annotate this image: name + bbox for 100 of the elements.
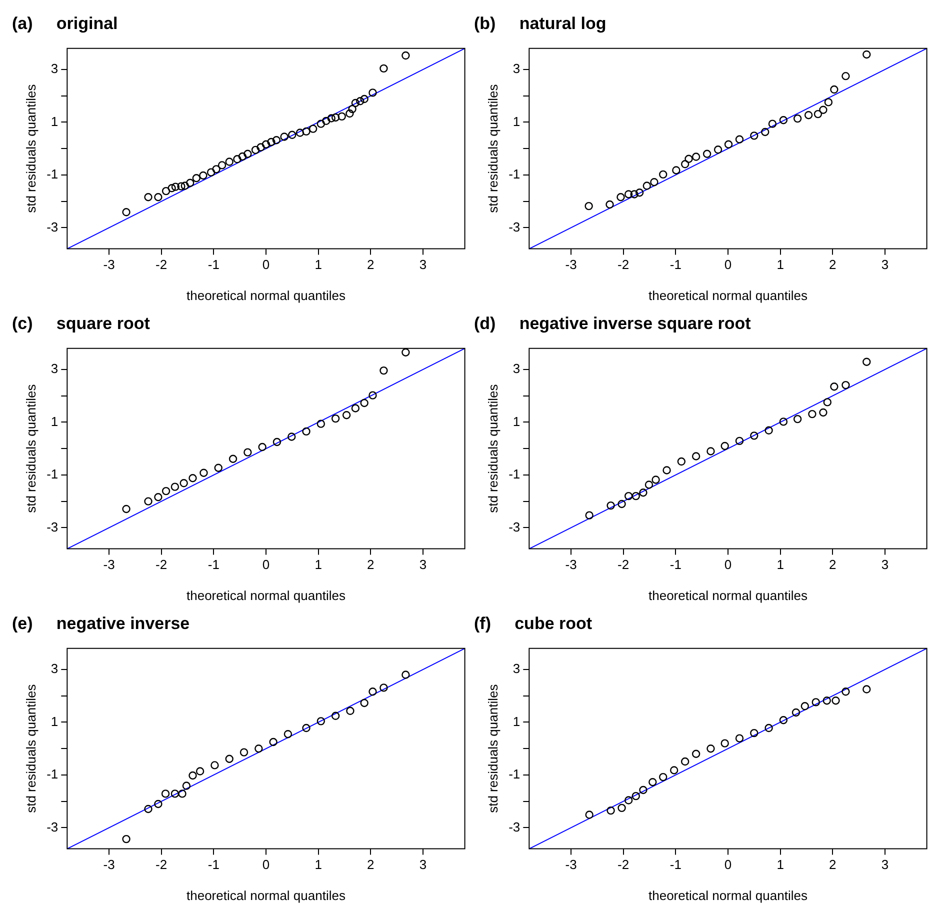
x-tick-label: -3 xyxy=(565,857,577,872)
point xyxy=(672,166,680,174)
point xyxy=(808,410,816,418)
x-axis-title: theoretical normal quantiles xyxy=(648,288,808,303)
x-tick-label: 2 xyxy=(829,557,836,572)
point xyxy=(692,452,700,460)
point xyxy=(692,750,700,758)
x-tick-label: 0 xyxy=(724,557,732,572)
point xyxy=(761,128,770,136)
point xyxy=(302,427,310,436)
x-tick-label: -2 xyxy=(618,857,630,872)
point xyxy=(624,492,633,500)
point xyxy=(642,182,651,190)
point xyxy=(272,136,281,144)
point xyxy=(720,739,729,748)
x-tick-label: 2 xyxy=(367,557,374,572)
point xyxy=(380,684,388,692)
point xyxy=(199,171,208,180)
point xyxy=(338,112,346,121)
x-tick-label: -1 xyxy=(670,257,682,272)
point xyxy=(206,168,216,176)
y-tick-label: 1 xyxy=(512,114,520,129)
x-tick-label: 1 xyxy=(776,257,784,272)
y-tick-label: -1 xyxy=(508,166,520,182)
x-tick-label: 3 xyxy=(419,257,427,272)
point xyxy=(639,488,648,497)
point xyxy=(296,128,304,137)
y-tick-label: -3 xyxy=(46,519,58,534)
point xyxy=(764,426,773,435)
point xyxy=(585,810,594,819)
point xyxy=(316,120,326,128)
point xyxy=(830,85,838,94)
point xyxy=(218,161,226,170)
point xyxy=(171,182,180,191)
point xyxy=(228,454,238,463)
y-tick-label: 1 xyxy=(50,414,58,429)
y-tick-label: 1 xyxy=(50,114,58,129)
point xyxy=(624,190,633,198)
point xyxy=(735,734,744,742)
point xyxy=(346,109,354,118)
point xyxy=(288,130,296,139)
point xyxy=(632,792,640,800)
y-tick-label: -3 xyxy=(508,819,520,834)
point xyxy=(162,186,170,196)
point xyxy=(188,474,197,482)
point xyxy=(750,432,758,440)
point xyxy=(779,418,788,426)
y-tick-label: -3 xyxy=(46,219,58,234)
point xyxy=(606,200,614,209)
y-tick-label: -1 xyxy=(508,766,520,782)
point xyxy=(862,358,871,366)
point xyxy=(768,120,777,128)
point xyxy=(779,116,788,124)
point xyxy=(351,98,360,108)
x-tick-label: -3 xyxy=(103,257,115,272)
point xyxy=(182,782,191,790)
point xyxy=(684,154,693,163)
point xyxy=(606,501,615,510)
x-tick-label: -2 xyxy=(156,857,168,872)
point xyxy=(706,447,715,456)
x-tick-label: 2 xyxy=(367,257,374,272)
x-tick-label: -3 xyxy=(103,857,115,872)
x-axis-title: theoretical normal quantiles xyxy=(648,888,808,903)
point xyxy=(356,97,364,106)
x-tick-label: -3 xyxy=(565,257,577,272)
point xyxy=(862,50,871,59)
point xyxy=(346,706,354,715)
point xyxy=(360,698,368,708)
point xyxy=(170,790,180,798)
point xyxy=(262,140,270,148)
point xyxy=(618,500,626,508)
y-tick-label: -1 xyxy=(46,166,58,182)
chart-title: (b) natural log xyxy=(474,14,606,33)
point xyxy=(144,193,152,202)
point xyxy=(244,448,252,456)
x-tick-label: 3 xyxy=(881,257,889,272)
point xyxy=(380,366,388,375)
point xyxy=(380,64,388,73)
point xyxy=(750,132,758,140)
point xyxy=(180,479,188,488)
point xyxy=(706,744,715,753)
point xyxy=(154,800,162,808)
x-tick-label: -2 xyxy=(618,257,630,272)
point xyxy=(692,152,700,161)
point xyxy=(616,193,625,202)
point xyxy=(862,685,871,694)
point xyxy=(368,688,377,696)
point xyxy=(238,152,247,161)
chart-title: (d) negative inverse square root xyxy=(474,314,752,333)
point xyxy=(792,708,800,717)
point xyxy=(793,414,802,424)
point xyxy=(161,790,170,798)
point xyxy=(724,140,733,148)
x-tick-label: 0 xyxy=(262,557,270,572)
point xyxy=(402,670,410,679)
point xyxy=(180,182,189,190)
point xyxy=(225,158,234,166)
point xyxy=(584,202,593,210)
x-tick-label: 1 xyxy=(776,857,784,872)
x-tick-label: 2 xyxy=(829,857,836,872)
